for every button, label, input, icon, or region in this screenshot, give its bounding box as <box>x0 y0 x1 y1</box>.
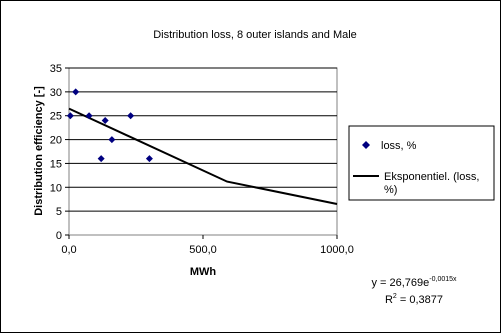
y-axis-ticks: 0 5 10 15 20 25 30 35 <box>50 63 69 242</box>
legend-box <box>348 125 495 201</box>
x-tick-label: 1000,0 <box>320 244 354 256</box>
legend-diamond-marker <box>362 141 370 149</box>
y-axis-label: Distribution efficiency [-] <box>33 86 45 216</box>
legend-label-loss: loss, % <box>381 140 417 152</box>
x-axis-label: MWh <box>190 266 217 278</box>
trendline <box>68 107 338 205</box>
data-point <box>127 112 135 120</box>
y-tick-label: 25 <box>50 111 62 123</box>
data-point <box>97 155 105 163</box>
data-point <box>145 155 153 163</box>
y-tick-label: 20 <box>50 135 62 147</box>
legend-label-trend-line-2: %) <box>384 184 397 196</box>
data-point <box>85 112 93 120</box>
data-point <box>72 88 80 96</box>
y-tick-label: 15 <box>50 158 62 170</box>
legend-label-trend-line-1: Eksponentiel. (loss, <box>384 171 479 183</box>
trend-equation: y = 26,769e-0,0015x <box>371 276 457 289</box>
data-point <box>108 136 116 144</box>
r-squared: R2 = 0,3877 <box>385 293 443 306</box>
data-point <box>66 112 74 120</box>
data-point <box>101 116 109 124</box>
y-tick-label: 10 <box>50 182 62 194</box>
x-tick-label: 0,0 <box>61 244 76 256</box>
y-tick-label: 0 <box>56 230 62 242</box>
x-tick-label: 500,0 <box>189 244 217 256</box>
chart-title: Distribution loss, 8 outer islands and M… <box>153 29 357 41</box>
x-axis-ticks: 0,0 500,0 1000,0 <box>61 235 354 256</box>
y-tick-label: 5 <box>56 206 62 218</box>
y-tick-label: 35 <box>50 63 62 75</box>
plot-area <box>68 67 338 236</box>
y-tick-label: 30 <box>50 87 62 99</box>
trend-equation-exponent: -0,0015x <box>429 276 457 283</box>
data-points <box>66 88 153 163</box>
